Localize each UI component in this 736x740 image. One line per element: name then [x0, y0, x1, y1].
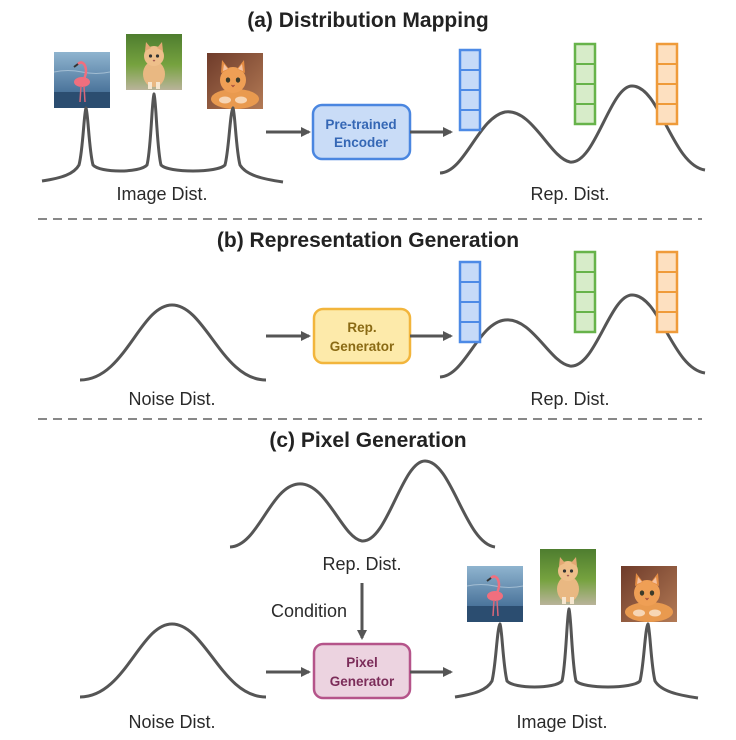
orange-token-stack-a [655, 42, 679, 126]
rep-generator-label-line1: Rep. [347, 320, 376, 335]
section-c-title: (c) Pixel Generation [269, 429, 466, 452]
encoder-label-line2: Encoder [334, 135, 389, 150]
encoder-label-line1: Pre-trained [325, 117, 396, 132]
section-b: (b) Representation Generation Noise Dist… [79, 229, 706, 409]
kitten-lying-image [206, 52, 264, 110]
rep-dist-label-b: Rep. Dist. [530, 389, 609, 409]
noise-dist-label-b: Noise Dist. [128, 389, 215, 409]
section-c: (c) Pixel Generation Rep. Dist. Conditio… [79, 429, 699, 732]
orange-token-stack-b [655, 250, 679, 334]
image-dist-label-c: Image Dist. [516, 712, 607, 732]
noise-dist-curve-c [79, 622, 267, 699]
rep-dist-label-a: Rep. Dist. [530, 184, 609, 204]
rep-generator-box: Rep. Generator [312, 307, 412, 365]
image-dist-curve-c [454, 607, 699, 700]
section-b-title: (b) Representation Generation [217, 229, 519, 252]
rep-generator-label-line2: Generator [330, 339, 395, 354]
kitten-standing-image [125, 33, 183, 91]
noise-dist-curve-b [79, 303, 267, 382]
image-dist-curve-a [41, 92, 284, 184]
condition-label: Condition [271, 601, 347, 621]
rep-dist-label-c: Rep. Dist. [322, 554, 401, 574]
blue-token-stack-a [458, 48, 482, 132]
kitten-lying-image-c [620, 565, 678, 623]
green-token-stack-b [573, 250, 597, 334]
blue-token-stack-b [458, 260, 482, 344]
pixel-generator-label-line2: Generator [330, 674, 395, 689]
pixel-generator-box: Pixel Generator [312, 642, 412, 700]
green-token-stack-a [573, 42, 597, 126]
image-dist-label-a: Image Dist. [116, 184, 207, 204]
pretrained-encoder-box: Pre-trained Encoder [311, 103, 412, 161]
pixel-generator-label-line1: Pixel [346, 655, 378, 670]
rep-dist-curve-c [229, 459, 496, 549]
section-a-title: (a) Distribution Mapping [247, 9, 488, 32]
flamingo-image-c [465, 564, 525, 624]
flamingo-image [52, 50, 112, 110]
noise-dist-label-c: Noise Dist. [128, 712, 215, 732]
kitten-standing-image-c [539, 548, 597, 606]
section-a: (a) Distribution Mapping Image Dist. Pre… [41, 9, 706, 204]
